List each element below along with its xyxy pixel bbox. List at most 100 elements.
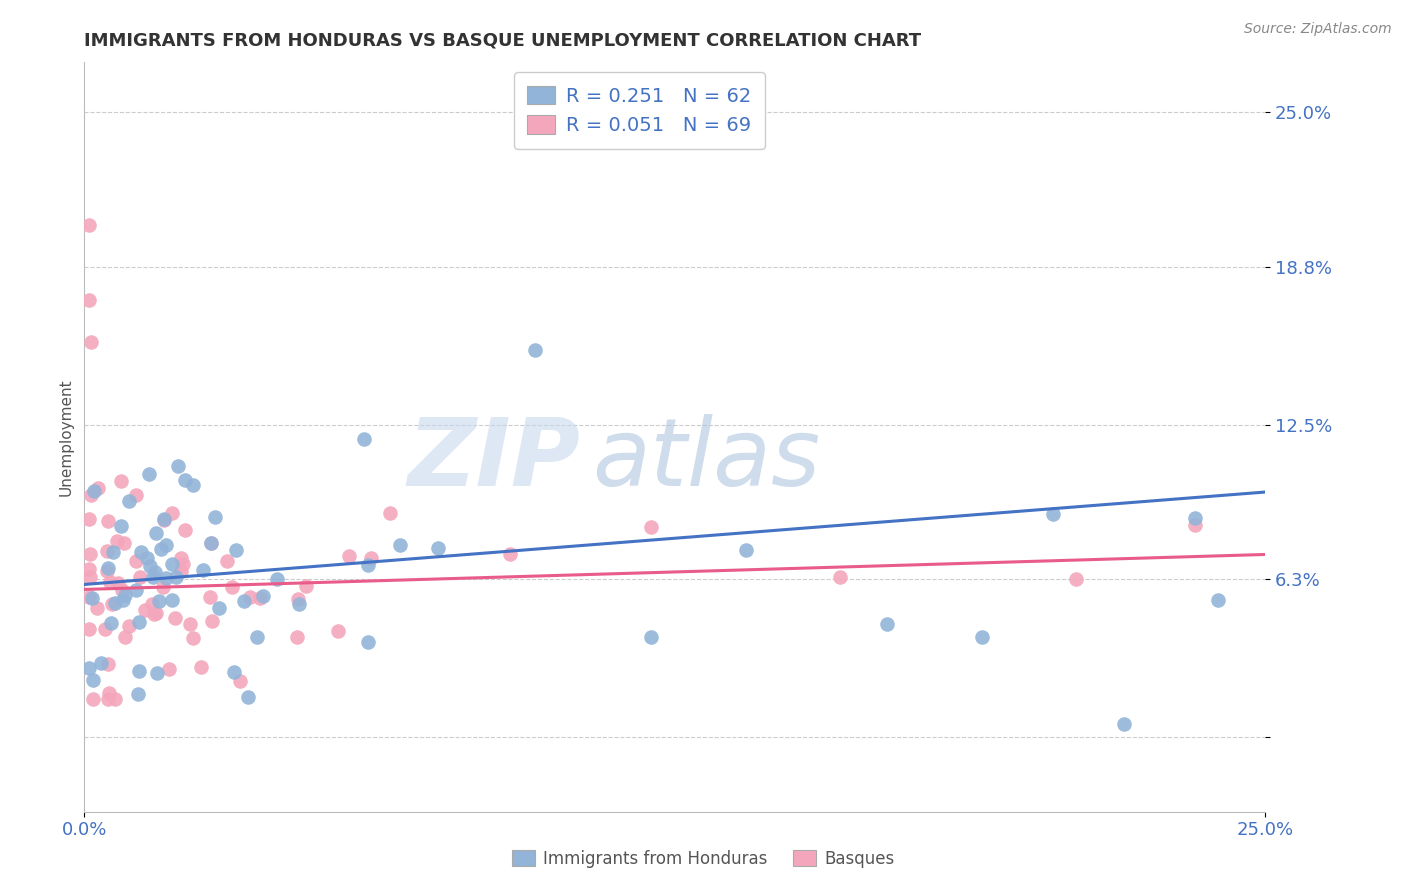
Point <box>80 335 103 350</box>
Point <box>1206 593 1229 607</box>
Point <box>200 536 222 550</box>
Point <box>1184 511 1206 525</box>
Point <box>353 432 375 446</box>
Point <box>155 571 177 585</box>
Point <box>208 601 231 615</box>
Point <box>734 542 756 557</box>
Point <box>114 630 136 644</box>
Point <box>155 538 177 552</box>
Point <box>134 603 156 617</box>
Text: ZIP: ZIP <box>408 414 581 506</box>
Point <box>79 293 101 307</box>
Point <box>294 579 316 593</box>
Point <box>152 580 174 594</box>
Point <box>103 692 125 706</box>
Point <box>224 665 246 679</box>
Point <box>165 570 187 584</box>
Point <box>86 601 108 615</box>
Point <box>118 493 141 508</box>
Point <box>380 506 402 520</box>
Point <box>77 661 100 675</box>
Point <box>80 488 103 502</box>
Point <box>239 590 262 604</box>
Point <box>174 523 197 537</box>
Point <box>129 545 152 559</box>
Point <box>830 570 852 584</box>
Point <box>138 467 160 482</box>
Point <box>179 617 201 632</box>
Point <box>79 547 101 561</box>
Point <box>77 218 100 232</box>
Point <box>172 557 194 571</box>
Point <box>229 673 252 688</box>
Point <box>498 547 520 561</box>
Point <box>98 575 121 590</box>
Point <box>252 589 274 603</box>
Point <box>125 583 148 598</box>
Point <box>640 519 662 533</box>
Point <box>170 564 193 578</box>
Point <box>104 596 127 610</box>
Point <box>287 592 309 607</box>
Point <box>288 597 311 611</box>
Point <box>107 576 129 591</box>
Point <box>82 673 104 688</box>
Point <box>215 554 238 568</box>
Point <box>114 588 136 602</box>
Text: Source: ZipAtlas.com: Source: ZipAtlas.com <box>1244 22 1392 37</box>
Point <box>165 611 187 625</box>
Point <box>238 690 260 705</box>
Point <box>105 533 128 548</box>
Point <box>87 481 110 495</box>
Point <box>285 631 308 645</box>
Point <box>145 606 167 620</box>
Point <box>145 525 167 540</box>
Point <box>83 483 105 498</box>
Point <box>97 561 120 575</box>
Point <box>101 598 124 612</box>
Point <box>110 474 132 488</box>
Point <box>111 582 134 597</box>
Point <box>524 343 547 357</box>
Point <box>876 617 898 632</box>
Point <box>1042 507 1064 521</box>
Point <box>356 558 378 572</box>
Point <box>389 538 412 552</box>
Point <box>125 488 148 502</box>
Point <box>1184 517 1206 532</box>
Point <box>153 512 176 526</box>
Point <box>97 692 120 706</box>
Point <box>101 545 124 559</box>
Y-axis label: Unemployment: Unemployment <box>58 378 73 496</box>
Point <box>160 506 183 520</box>
Point <box>117 619 139 633</box>
Point <box>170 551 193 566</box>
Point <box>181 478 204 492</box>
Point <box>1112 717 1135 731</box>
Point <box>337 549 360 563</box>
Point <box>173 473 195 487</box>
Point <box>97 657 120 672</box>
Legend: R = 0.251   N = 62, R = 0.051   N = 69: R = 0.251 N = 62, R = 0.051 N = 69 <box>513 72 765 149</box>
Point <box>94 622 117 636</box>
Point <box>77 512 100 526</box>
Point <box>200 535 222 549</box>
Point <box>128 615 150 629</box>
Point <box>96 544 118 558</box>
Legend: Immigrants from Honduras, Basques: Immigrants from Honduras, Basques <box>505 844 901 875</box>
Point <box>225 543 247 558</box>
Point <box>141 597 163 611</box>
Point <box>79 570 101 584</box>
Point <box>427 541 450 556</box>
Point <box>77 562 100 576</box>
Point <box>204 509 226 524</box>
Point <box>110 518 132 533</box>
Point <box>970 630 993 644</box>
Point <box>357 635 380 649</box>
Point <box>82 692 104 706</box>
Point <box>112 535 135 549</box>
Point <box>201 614 224 628</box>
Point <box>200 591 222 605</box>
Point <box>141 570 163 584</box>
Point <box>190 659 212 673</box>
